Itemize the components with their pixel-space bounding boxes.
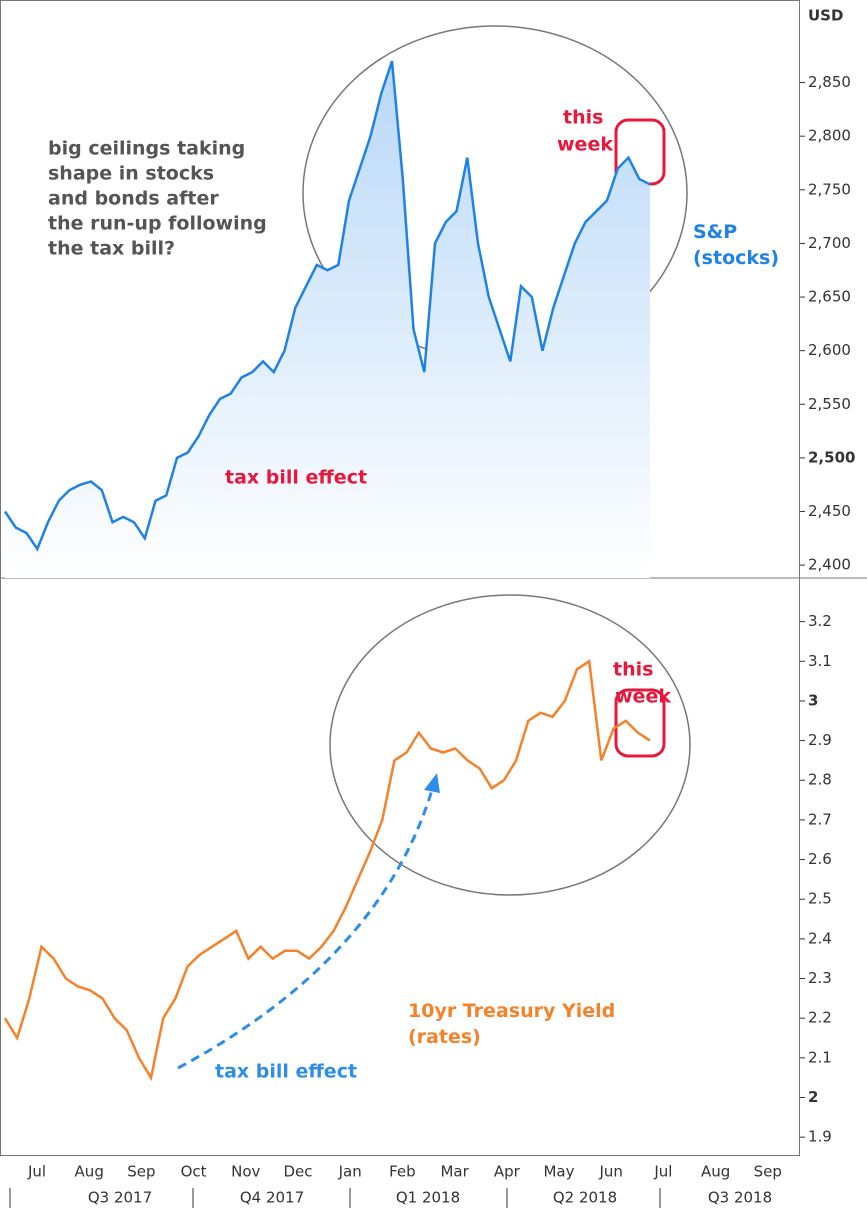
x-tick-label: Jun <box>598 1163 622 1181</box>
y-tick-label: 2.1 <box>808 1048 832 1066</box>
annotation: tax bill effect <box>225 467 367 489</box>
y-tick-label: 2,750 <box>808 180 851 198</box>
y-tick-label: 2,800 <box>808 127 851 145</box>
y-tick-label: 2.8 <box>808 771 832 789</box>
quarter-label: Q3 2017 <box>88 1189 152 1207</box>
annotation: week <box>615 686 671 708</box>
x-tick-label: Nov <box>231 1163 260 1181</box>
annotation: week <box>557 134 613 156</box>
quarter-label: Q1 2018 <box>396 1189 460 1207</box>
y-tick-label: 2.6 <box>808 850 832 868</box>
annotation: this <box>563 107 603 129</box>
annotation: shape in stocks <box>48 163 214 185</box>
x-tick-label: Sep <box>754 1163 782 1181</box>
y-tick-label: 2.3 <box>808 969 832 987</box>
series-label: 10yr Treasury Yield (rates) <box>408 1000 615 1048</box>
quarter-label: Q4 2017 <box>240 1189 304 1207</box>
line <box>3 659 651 1082</box>
y-tick-label: 3.2 <box>808 612 832 630</box>
y-tick-label: 2.7 <box>808 810 832 828</box>
x-tick-label: May <box>543 1163 574 1181</box>
annotation: the tax bill? <box>48 238 175 260</box>
y-tick-label: 2,700 <box>808 234 851 252</box>
y-tick-label: 3 <box>808 691 818 709</box>
quarter-label: Q2 2018 <box>553 1189 617 1207</box>
y-tick-label: 2,500 <box>808 448 855 466</box>
y-tick-label: 2.9 <box>808 731 832 749</box>
annotation: the run-up following <box>48 213 267 235</box>
y-tick-label: 1.9 <box>808 1128 832 1146</box>
x-tick-label: Aug <box>701 1163 730 1181</box>
y-tick-label: 2.2 <box>808 1009 832 1027</box>
arrowhead <box>424 773 440 793</box>
x-tick-label: Apr <box>494 1163 521 1181</box>
x-tick-label: Aug <box>75 1163 104 1181</box>
y-tick-label: 2.4 <box>808 929 832 947</box>
area <box>5 61 650 579</box>
line <box>3 60 651 552</box>
annotation: this <box>613 659 653 681</box>
arrow <box>177 789 434 1070</box>
x-tick-label: Sep <box>127 1163 155 1181</box>
x-tick-label: Jul <box>27 1163 46 1181</box>
y-tick-label: 2,650 <box>808 288 851 306</box>
y-tick-label: 2,550 <box>808 395 851 413</box>
y-tick-label: 2,400 <box>808 556 851 574</box>
annotation: and bonds after <box>48 188 219 210</box>
highlight-box <box>614 688 666 758</box>
axis-label: USD <box>808 7 843 25</box>
x-tick-label: Oct <box>181 1163 207 1181</box>
y-tick-label: 2.5 <box>808 890 832 908</box>
circle <box>329 594 691 896</box>
x-tick-label: Dec <box>283 1163 312 1181</box>
y-tick-label: 2,600 <box>808 341 851 359</box>
annotation: big ceilings taking <box>48 138 245 160</box>
annotation: tax bill effect <box>215 1061 357 1083</box>
y-tick-label: 2,850 <box>808 73 851 91</box>
y-tick-label: 3.1 <box>808 652 832 670</box>
quarter-label: Q3 2018 <box>708 1189 772 1207</box>
x-tick-label: Jul <box>653 1163 672 1181</box>
x-tick-label: Feb <box>389 1163 416 1181</box>
series-label: S&P (stocks) <box>693 221 779 269</box>
y-tick-label: 2 <box>808 1088 818 1106</box>
x-tick-label: Jan <box>338 1163 362 1181</box>
y-tick-label: 2,450 <box>808 502 851 520</box>
x-tick-label: Mar <box>440 1163 469 1181</box>
